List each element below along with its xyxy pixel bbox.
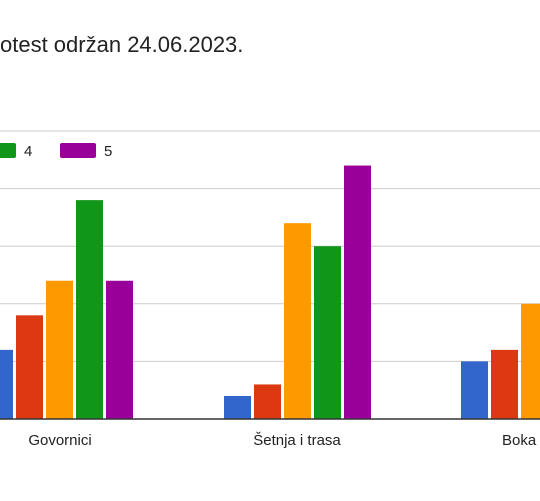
bar (254, 384, 281, 419)
bar (46, 280, 73, 419)
bar (284, 223, 311, 419)
x-tick-label: Govornici (28, 432, 91, 449)
bar (76, 200, 103, 419)
bar (224, 395, 251, 419)
legend-swatch (0, 143, 16, 158)
bar (314, 246, 341, 419)
x-tick-label: Boka (502, 432, 537, 449)
legend-label: 4 (24, 143, 32, 160)
bar (106, 280, 133, 419)
legend-swatch (60, 143, 96, 158)
legend-label: 5 (104, 143, 112, 160)
bars (0, 165, 540, 419)
bar (461, 361, 488, 419)
x-tick-label: Šetnja i trasa (253, 432, 341, 449)
bar (344, 165, 371, 419)
bar (491, 349, 518, 419)
bar (521, 303, 540, 419)
chart-title: otest održan 24.06.2023. (0, 32, 243, 57)
bar (0, 349, 13, 419)
x-axis-labels: Govornici Šetnja i trasa Boka (28, 432, 537, 449)
bar (16, 315, 43, 419)
